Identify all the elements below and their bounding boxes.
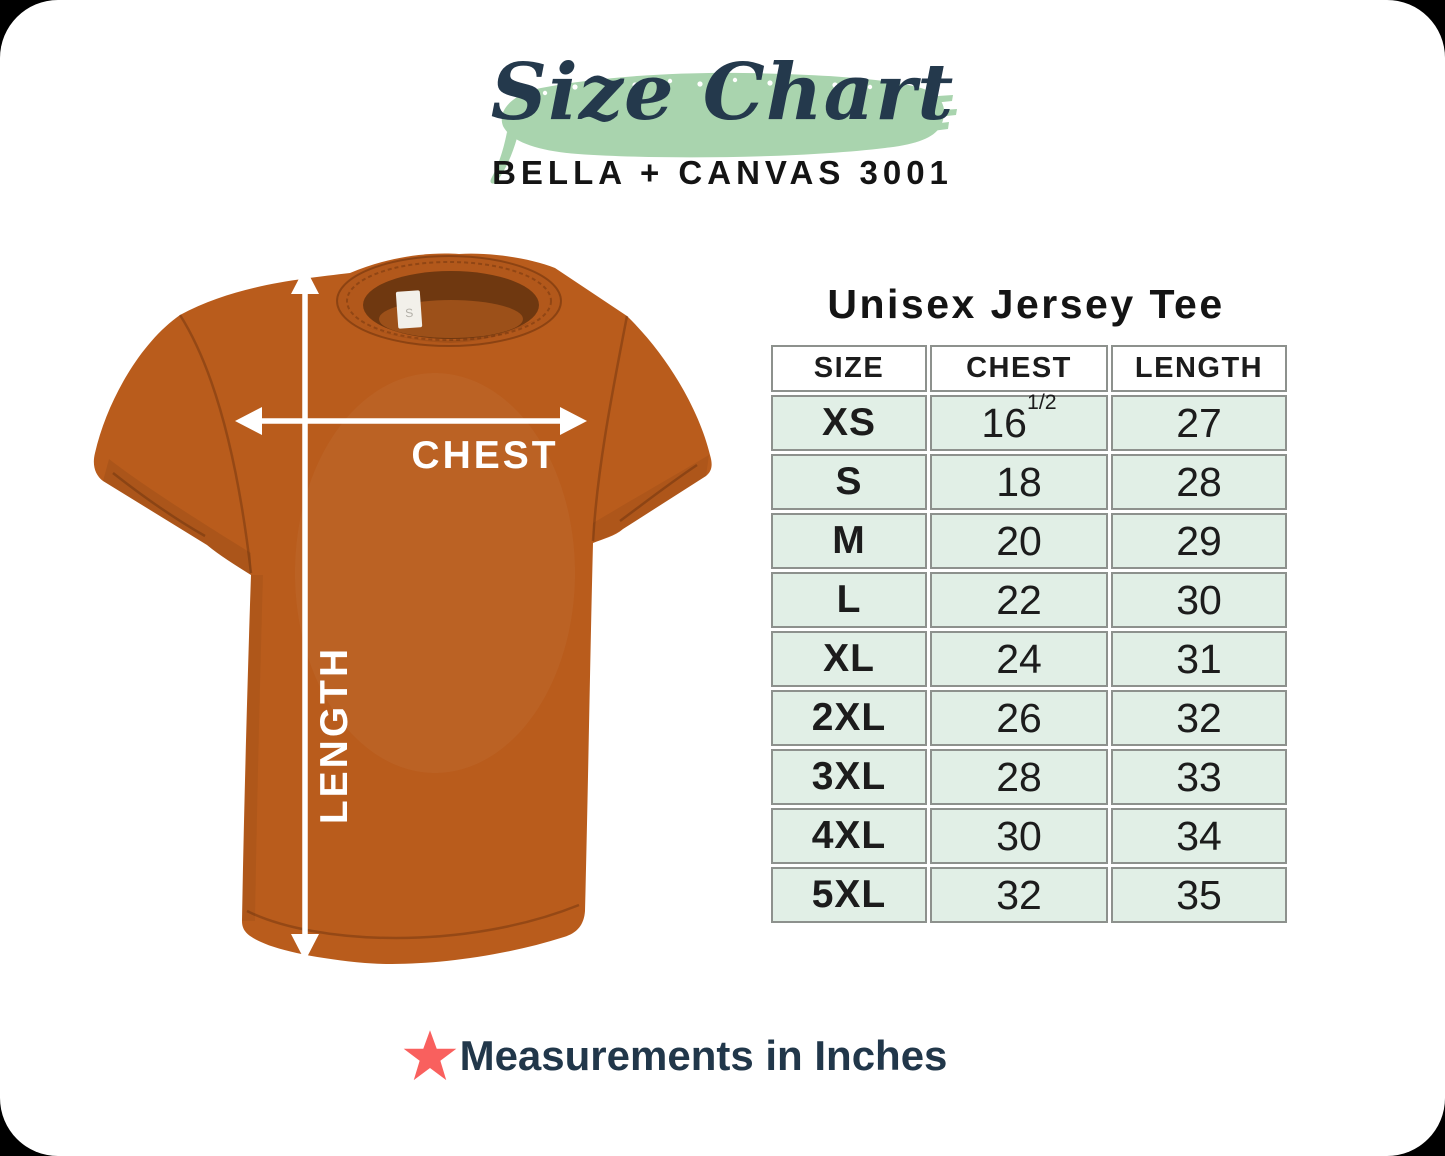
chest-cell: 26 (930, 690, 1108, 746)
table-title: Unisex Jersey Tee (827, 281, 1225, 327)
col-header-size: SIZE (771, 345, 927, 392)
size-cell: XL (771, 631, 927, 687)
brush-stroke-graphic (489, 72, 957, 184)
brush-streak-1 (922, 95, 953, 104)
brush-speckles (542, 77, 872, 96)
table-row: 4XL 30 34 (771, 808, 1287, 864)
chest-cell: 32 (930, 867, 1108, 923)
hem-seam (246, 903, 580, 940)
table-row: 5XL 32 35 (771, 867, 1287, 923)
footer-text: Measurements in Inches (459, 1032, 948, 1079)
chest-cell: 20 (930, 513, 1108, 569)
length-cell: 35 (1111, 867, 1287, 923)
length-cell: 28 (1111, 454, 1287, 510)
tshirt-body (93, 253, 712, 964)
chest-cell: 161/2 (930, 390, 1108, 451)
size-cell: L (771, 572, 927, 628)
length-cell: 33 (1111, 749, 1287, 805)
armhole-seam-right (591, 315, 629, 542)
size-table-body: XS 161/2 27 S 18 28 M 20 29 L 22 30 XL 24 31 2XL 26 32 3XL… (771, 390, 1287, 923)
size-cell: 2XL (771, 690, 927, 746)
length-cell: 27 (1111, 395, 1287, 451)
brush-streak-2 (926, 109, 957, 118)
cuff-seam-right (619, 463, 698, 523)
header-row: SIZE CHEST LENGTH (771, 345, 1287, 392)
col-header-chest: CHEST (930, 345, 1108, 392)
chest-arrow (235, 407, 587, 435)
chest-cell: 30 (930, 808, 1108, 864)
length-label: LENGTH (313, 646, 356, 824)
size-cell: XS (771, 395, 927, 451)
chest-highlight (295, 373, 575, 773)
table-row: XL 24 31 (771, 631, 1287, 687)
chest-cell: 22 (930, 572, 1108, 628)
star-icon (403, 1030, 456, 1081)
brush-tail (489, 132, 517, 184)
svg-text:S: S (405, 306, 414, 321)
collar-stitching (346, 261, 552, 341)
tshirt-figure: S CHEST LENGTH (85, 243, 725, 995)
neck-tag: S (395, 290, 423, 329)
left-torso-shadow (242, 575, 263, 921)
page-title: Size Chart (490, 47, 955, 138)
chest-cell: 28 (930, 749, 1108, 805)
size-cell: S (771, 454, 927, 510)
subtitle: BELLA + CANVAS 3001 (492, 154, 953, 191)
armhole-seam-left (178, 314, 253, 574)
title-brush-wrap: Size Chart (473, 34, 973, 184)
table-row: M 20 29 (771, 513, 1287, 569)
chest-cell: 18 (930, 454, 1108, 510)
length-cell: 32 (1111, 690, 1287, 746)
size-cell: M (771, 513, 927, 569)
col-header-length: LENGTH (1111, 345, 1287, 392)
table-row: XS 161/2 27 (771, 390, 1287, 451)
right-sleeve-shadow (593, 455, 709, 543)
table-row: S 18 28 (771, 454, 1287, 510)
length-cell: 29 (1111, 513, 1287, 569)
size-table-header: SIZE CHEST LENGTH (771, 345, 1287, 392)
table-row: L 22 30 (771, 572, 1287, 628)
left-sleeve-shadow (103, 459, 251, 575)
tshirt-svg: S CHEST LENGTH (93, 253, 712, 964)
size-cell: 3XL (771, 749, 927, 805)
length-cell: 34 (1111, 808, 1287, 864)
brush-blob (501, 72, 944, 158)
length-cell: 30 (1111, 572, 1287, 628)
length-arrow (291, 267, 319, 961)
brush-streak-3 (914, 122, 949, 133)
footer-note: Measurements in Inches (0, 1028, 1349, 1084)
table-row: 3XL 28 33 (771, 749, 1287, 805)
size-cell: 4XL (771, 808, 927, 864)
cuff-seam-left (112, 472, 206, 538)
table-row: 2XL 26 32 (771, 690, 1287, 746)
size-table: SIZE CHEST LENGTH XS 161/2 27 S 18 28 M 20 29 L 22… (768, 342, 1290, 926)
chest-label: CHEST (411, 434, 558, 477)
chest-cell: 24 (930, 631, 1108, 687)
length-cell: 31 (1111, 631, 1287, 687)
size-cell: 5XL (771, 867, 927, 923)
